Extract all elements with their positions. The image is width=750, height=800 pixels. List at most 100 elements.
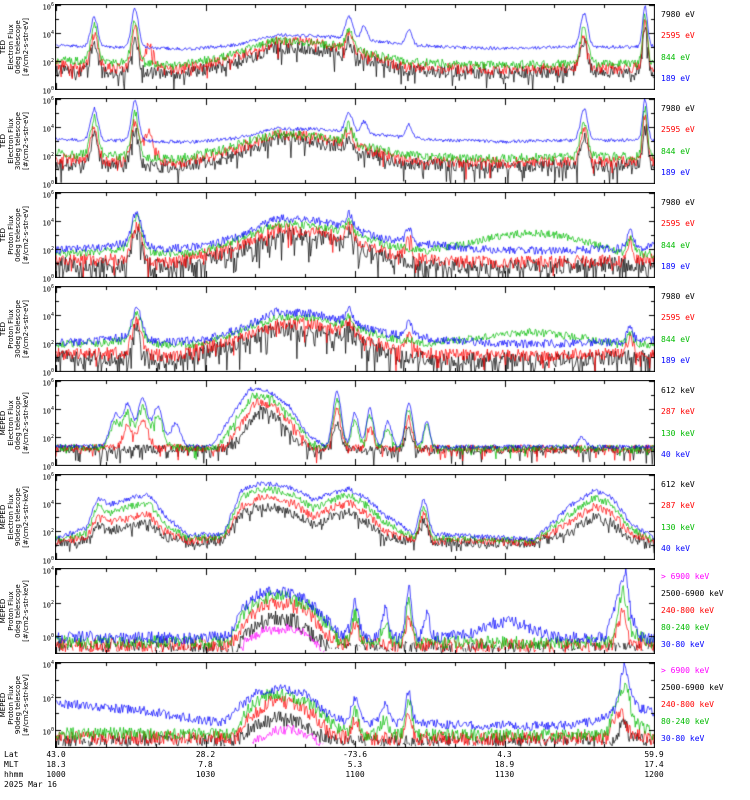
panel-title-line: [#/cm2-s-str-eV] (21, 18, 30, 76)
legend-entry-844-eV: 844 eV (661, 240, 690, 250)
panel-legend-meped-proton-flux-0deg: > 6900 keV 2500-6900 keV 240-800 keV 80-240… (655, 568, 750, 654)
y-tick-label-10e6: 106 (42, 96, 54, 106)
panel-row-ted-proton-flux-0deg: TED Proton Flux 0deg telescope [#/cm2-s-str… (0, 190, 750, 283)
flux-plot-canvas-ted-electron-flux-0deg (55, 4, 655, 90)
panel-axis-labels-meped-proton-flux-0deg: MEPED Proton Flux 0deg telescope [#/cm2-s-s… (0, 566, 55, 654)
panel-legend-meped-electron-flux-0deg: 612 keV 287 keV 130 keV 40 keV (655, 380, 750, 466)
panel-title-meped-electron-flux-0deg: MEPED Electron Flux 0deg telescope [#/cm2-s… (0, 380, 30, 466)
y-tick-label-10e4: 104 (42, 660, 54, 670)
hhmm-value-0: 1000 (46, 770, 66, 779)
mlt-value-1: 7.8 (198, 760, 213, 769)
legend-entry-40-keV: 40 keV (661, 544, 690, 554)
mlt-row-label: MLT (4, 760, 19, 769)
legend-entry-612-keV: 612 keV (661, 479, 695, 489)
hhmm-values: 1000 1030 1100 1130 1200 (46, 770, 663, 780)
y-tick-label-10e4: 104 (42, 124, 54, 134)
legend-entry-2500-6900-keV: 2500-6900 keV (661, 682, 724, 692)
hhmm-row: hhmm 1000 1030 1100 1130 1200 (0, 770, 750, 780)
flux-plot-canvas-meped-electron-flux-0deg (55, 380, 655, 466)
panel-title-line: [#/cm2-s-str-eV] (21, 300, 30, 358)
panel-plot-meped-electron-flux-90deg (55, 474, 655, 560)
legend-entry-30-80-keV: 30-80 keV (661, 734, 705, 744)
panel-row-meped-proton-flux-90deg: MEPED Proton Flux 90deg telescope [#/cm2-s-… (0, 660, 750, 748)
panel-plot-meped-proton-flux-90deg (55, 662, 655, 748)
panel-title-wrap: TED Electron Flux 30deg telescope [#/cm2-s-… (0, 98, 30, 184)
panel-title-ted-proton-flux-0deg: TED Proton Flux 0deg telescope [#/cm2-s-str… (0, 192, 30, 278)
lat-value-3: 4.3 (497, 750, 512, 759)
hhmm-value-2: 1100 (345, 770, 365, 779)
hhmm-row-label: hhmm (4, 770, 24, 779)
panel-title-ted-proton-flux-30deg: TED Proton Flux 30deg telescope [#/cm2-s-st… (0, 286, 30, 372)
legend-entry-80-240-keV: 80-240 keV (661, 623, 710, 633)
hhmm-value-4: 1200 (644, 770, 664, 779)
legend-entry-2500-6900-keV: 2500-6900 keV (661, 588, 724, 598)
panel-plot-meped-electron-flux-0deg (55, 380, 655, 466)
hhmm-value-3: 1130 (494, 770, 515, 779)
legend-entry-130-keV: 130 keV (661, 428, 695, 438)
panel-plot-ted-electron-flux-0deg (55, 4, 655, 90)
panel-stack: TED Electron Flux 0deg telescope [#/cm2-s-s… (0, 2, 750, 756)
legend-entry-7980-eV: 7980 eV (661, 291, 695, 301)
mlt-value-4: 17.4 (644, 760, 664, 769)
y-tick-label-10e2: 102 (42, 58, 54, 68)
panel-legend-meped-proton-flux-90deg: > 6900 keV 2500-6900 keV 240-800 keV 80-240… (655, 662, 750, 748)
panel-axis-labels-ted-electron-flux-0deg: TED Electron Flux 0deg telescope [#/cm2-s-s… (0, 2, 55, 95)
panel-plot-ted-electron-flux-30deg (55, 98, 655, 184)
y-tick-label-10e2: 102 (42, 152, 54, 162)
y-tick-label-10e6: 106 (42, 190, 54, 200)
date-label: 2025 Mar 16 (4, 780, 57, 789)
legend-entry-130-keV: 130 keV (661, 522, 695, 532)
panel-axis-labels-ted-proton-flux-30deg: TED Proton Flux 30deg telescope [#/cm2-s-st… (0, 284, 55, 377)
flux-plot-canvas-ted-proton-flux-0deg (55, 192, 655, 278)
legend-entry-2595-eV: 2595 eV (661, 219, 695, 229)
panel-axis-labels-meped-electron-flux-0deg: MEPED Electron Flux 0deg telescope [#/cm2-s… (0, 378, 55, 471)
y-tick-label-10e0: 100 (42, 180, 54, 190)
y-tick-label-10e2: 102 (42, 599, 54, 609)
lat-row: Lat 43.0 28.2 -73.6 4.3 59.9 (0, 750, 750, 760)
legend-entry-189-eV: 189 eV (661, 74, 690, 84)
y-tick-label-10e4: 104 (42, 406, 54, 416)
legend-entry-240-800-keV: 240-800 keV (661, 699, 714, 709)
legend-entry-7980-eV: 7980 eV (661, 9, 695, 19)
legend-entry-30-80-keV: 30-80 keV (661, 640, 705, 650)
legend-entry-287-keV: 287 keV (661, 407, 695, 417)
y-tick-label-10e4: 104 (42, 566, 54, 576)
lat-value-0: 43.0 (46, 750, 66, 759)
legend-entry--6900-keV: > 6900 keV (661, 571, 710, 581)
panel-axis-labels-meped-proton-flux-90deg: MEPED Proton Flux 90deg telescope [#/cm2-s-… (0, 660, 55, 748)
panel-plot-meped-proton-flux-0deg (55, 568, 655, 654)
y-tick-label-10e6: 106 (42, 2, 54, 12)
panel-title-wrap: TED Proton Flux 30deg telescope [#/cm2-s-st… (0, 286, 30, 372)
legend-entry-80-240-keV: 80-240 keV (661, 717, 710, 727)
y-tick-label-10e6: 106 (42, 284, 54, 294)
y-tick-label-10e6: 106 (42, 378, 54, 388)
y-tick-label-10e2: 102 (42, 528, 54, 538)
legend-entry-7980-eV: 7980 eV (661, 103, 695, 113)
panel-row-meped-proton-flux-0deg: MEPED Proton Flux 0deg telescope [#/cm2-s-s… (0, 566, 750, 654)
panel-row-ted-proton-flux-30deg: TED Proton Flux 30deg telescope [#/cm2-s-st… (0, 284, 750, 377)
mlt-row: MLT 18.3 7.8 5.3 18.9 17.4 (0, 760, 750, 770)
y-tick-label-10e4: 104 (42, 30, 54, 40)
panel-legend-ted-proton-flux-30deg: 7980 eV 2595 eV 844 eV 189 eV (655, 286, 750, 372)
lat-values: 43.0 28.2 -73.6 4.3 59.9 (46, 750, 663, 760)
mlt-values: 18.3 7.8 5.3 18.9 17.4 (46, 760, 663, 770)
panel-plot-ted-proton-flux-30deg (55, 286, 655, 372)
panel-row-meped-electron-flux-0deg: MEPED Electron Flux 0deg telescope [#/cm2-s… (0, 378, 750, 471)
legend-entry-189-eV: 189 eV (661, 262, 690, 272)
legend-entry-2595-eV: 2595 eV (661, 125, 695, 135)
panel-title-wrap: MEPED Proton Flux 90deg telescope [#/cm2-s-… (0, 662, 30, 748)
panel-title-line: [#/cm2-s-str-keV] (21, 486, 30, 548)
legend-entry-844-eV: 844 eV (661, 146, 690, 156)
legend-entry-844-eV: 844 eV (661, 334, 690, 344)
y-tick-label-10e2: 102 (42, 693, 54, 703)
panel-legend-meped-electron-flux-90deg: 612 keV 287 keV 130 keV 40 keV (655, 474, 750, 560)
y-tick-label-10e0: 100 (42, 368, 54, 378)
mlt-value-0: 18.3 (46, 760, 66, 769)
panel-plot-ted-proton-flux-0deg (55, 192, 655, 278)
panel-row-ted-electron-flux-30deg: TED Electron Flux 30deg telescope [#/cm2-s-… (0, 96, 750, 189)
panel-axis-labels-ted-electron-flux-30deg: TED Electron Flux 30deg telescope [#/cm2-s-… (0, 96, 55, 189)
panel-legend-ted-electron-flux-0deg: 7980 eV 2595 eV 844 eV 189 eV (655, 4, 750, 90)
date-row: 2025 Mar 16 (0, 780, 750, 790)
y-tick-label-10e0: 100 (42, 86, 54, 96)
panel-title-line: [#/cm2-s-str-eV] (21, 206, 30, 264)
